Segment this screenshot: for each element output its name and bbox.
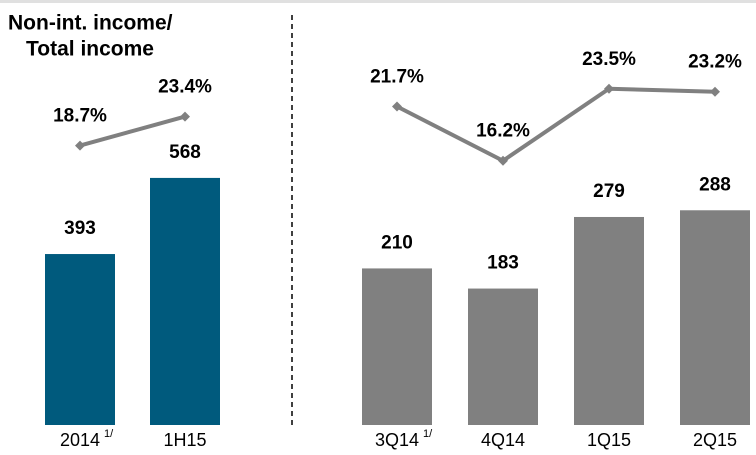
ratio-marker — [604, 83, 614, 94]
x-tick-label: 2Q15 — [693, 430, 737, 450]
bar — [45, 254, 115, 425]
x-tick-label: 4Q14 — [481, 430, 525, 450]
value-label: 210 — [381, 232, 413, 253]
footnote: 1/ — [104, 428, 114, 440]
bar — [362, 268, 432, 425]
ratio-label: 21.7% — [370, 67, 424, 88]
top-band — [0, 0, 756, 3]
ratio-marker — [498, 155, 508, 166]
ratio-label: 23.4% — [158, 77, 212, 98]
ratio-line — [396, 86, 716, 163]
ratio-line — [79, 114, 186, 148]
ratio-marker — [392, 101, 402, 112]
chart-title: Total income — [26, 38, 154, 61]
value-label: 288 — [699, 174, 731, 195]
ratio-marker — [75, 140, 85, 151]
ratio-label: 23.5% — [582, 49, 636, 70]
x-tick-label: 1Q15 — [587, 430, 631, 450]
value-label: 279 — [593, 181, 625, 202]
ratio-marker — [180, 111, 190, 122]
x-tick-label: 3Q14 — [375, 430, 419, 450]
bar — [468, 288, 538, 425]
bar — [680, 210, 750, 425]
value-label: 183 — [487, 253, 519, 274]
chart-title: Non-int. income/ — [8, 12, 173, 35]
ratio-marker — [710, 86, 720, 97]
ratio-label: 23.2% — [688, 52, 742, 73]
value-label: 568 — [169, 142, 201, 163]
bar — [574, 216, 644, 425]
ratio-label: 16.2% — [476, 121, 530, 142]
x-tick-label: 1H15 — [163, 430, 206, 450]
x-tick-label: 2014 — [60, 430, 100, 450]
value-label: 393 — [64, 218, 96, 239]
ratio-label: 18.7% — [53, 106, 107, 127]
footnote: 1/ — [423, 428, 433, 440]
bar — [150, 177, 220, 425]
